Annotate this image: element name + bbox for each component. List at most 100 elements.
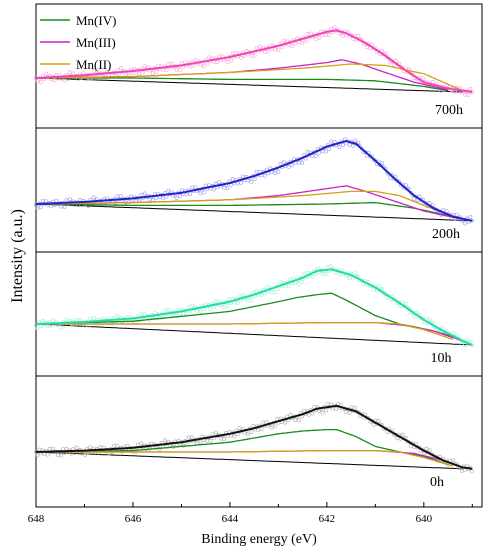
raw-data-point <box>88 445 93 450</box>
raw-data-point <box>179 188 184 193</box>
raw-data-point <box>83 453 87 458</box>
raw-data-point <box>45 452 50 457</box>
raw-data-point <box>459 469 464 473</box>
raw-data-point <box>201 64 206 69</box>
raw-data-point <box>459 341 464 346</box>
raw-data-point <box>269 425 274 430</box>
raw-data-point <box>208 438 213 443</box>
raw-data-point <box>273 47 277 52</box>
raw-data-point <box>281 38 286 43</box>
raw-data-point <box>232 434 237 439</box>
raw-data-point <box>227 297 232 302</box>
component-line-mniv <box>36 77 449 92</box>
raw-data-point <box>198 440 203 445</box>
raw-data-point <box>380 161 385 166</box>
raw-data-point <box>74 318 79 322</box>
raw-data-point <box>62 205 67 209</box>
raw-data-point <box>320 272 325 276</box>
raw-data-point <box>296 418 301 423</box>
raw-data-point <box>388 175 393 180</box>
raw-data-point <box>237 294 242 299</box>
raw-data-point <box>35 206 40 211</box>
raw-data-point <box>337 272 342 277</box>
raw-data-point <box>230 177 235 182</box>
raw-data-point <box>193 58 198 62</box>
raw-data-point <box>278 161 283 166</box>
raw-data-point <box>137 71 142 76</box>
raw-data-point <box>427 448 432 453</box>
raw-data-point <box>400 432 405 437</box>
raw-data-point <box>249 298 254 303</box>
raw-data-point <box>235 300 240 305</box>
raw-data-point <box>337 145 342 150</box>
component-line-mniv <box>36 201 473 222</box>
x-tick-label: 644 <box>222 513 239 525</box>
raw-data-point <box>98 445 103 449</box>
raw-data-point <box>361 282 366 287</box>
x-tick-label: 648 <box>28 513 45 525</box>
raw-data-point <box>239 55 244 60</box>
raw-data-point <box>135 442 140 447</box>
raw-data-point <box>307 412 311 417</box>
raw-data-point <box>42 452 47 456</box>
raw-data-point <box>273 290 277 295</box>
raw-data-point <box>183 60 188 65</box>
raw-data-point <box>264 420 269 424</box>
raw-data-point <box>205 438 210 443</box>
raw-data-point <box>427 317 432 322</box>
raw-data-point <box>39 80 43 85</box>
raw-data-point <box>303 39 308 44</box>
component-line-mniii <box>36 321 463 342</box>
component-line-mnii <box>36 449 454 467</box>
raw-data-point <box>249 54 254 58</box>
raw-data-point <box>222 305 227 310</box>
raw-data-point <box>468 215 473 219</box>
raw-data-point <box>466 93 471 97</box>
raw-data-point <box>412 314 417 319</box>
raw-data-point <box>147 197 152 202</box>
envelope-fit-line <box>35 29 473 93</box>
raw-data-point <box>242 54 247 59</box>
component-line-mnii <box>36 190 463 221</box>
raw-data-point <box>273 171 277 176</box>
raw-data-point <box>364 45 369 50</box>
raw-data-point <box>193 185 198 190</box>
raw-data-point <box>203 183 208 188</box>
raw-data-point <box>222 437 227 442</box>
raw-data-point <box>347 142 352 147</box>
raw-data-point <box>290 44 294 48</box>
raw-data-point <box>201 190 206 195</box>
raw-data-point <box>64 317 69 322</box>
panel-label: 0h <box>430 475 444 490</box>
panel-700h: 700h <box>34 25 474 118</box>
raw-data-point <box>310 154 315 159</box>
raw-data-point <box>127 199 132 204</box>
component-line-mnii <box>36 321 454 341</box>
raw-data-point <box>181 311 186 316</box>
raw-data-point <box>201 307 206 312</box>
raw-data-point <box>213 430 218 435</box>
raw-data-point <box>264 285 269 290</box>
raw-data-point <box>412 196 417 201</box>
raw-data-point <box>288 412 293 417</box>
raw-data-point <box>139 192 144 197</box>
raw-data-point <box>40 318 45 323</box>
raw-data-point <box>279 45 284 50</box>
raw-data-point <box>234 51 239 55</box>
raw-data-point <box>293 41 298 46</box>
raw-data-point <box>78 317 83 322</box>
raw-data-point <box>225 303 230 308</box>
raw-data-point <box>190 185 195 190</box>
raw-data-point <box>296 282 301 286</box>
raw-data-point <box>259 293 264 298</box>
raw-data-point <box>49 204 54 209</box>
raw-data-point <box>310 411 315 416</box>
panel-label: 200h <box>432 227 460 242</box>
raw-data-point <box>166 62 171 67</box>
raw-data-point <box>252 177 257 182</box>
raw-data-point <box>261 420 266 425</box>
raw-data-point <box>395 436 400 441</box>
raw-data-point <box>344 410 349 415</box>
raw-data-point <box>123 72 128 77</box>
raw-data-point <box>323 149 328 154</box>
